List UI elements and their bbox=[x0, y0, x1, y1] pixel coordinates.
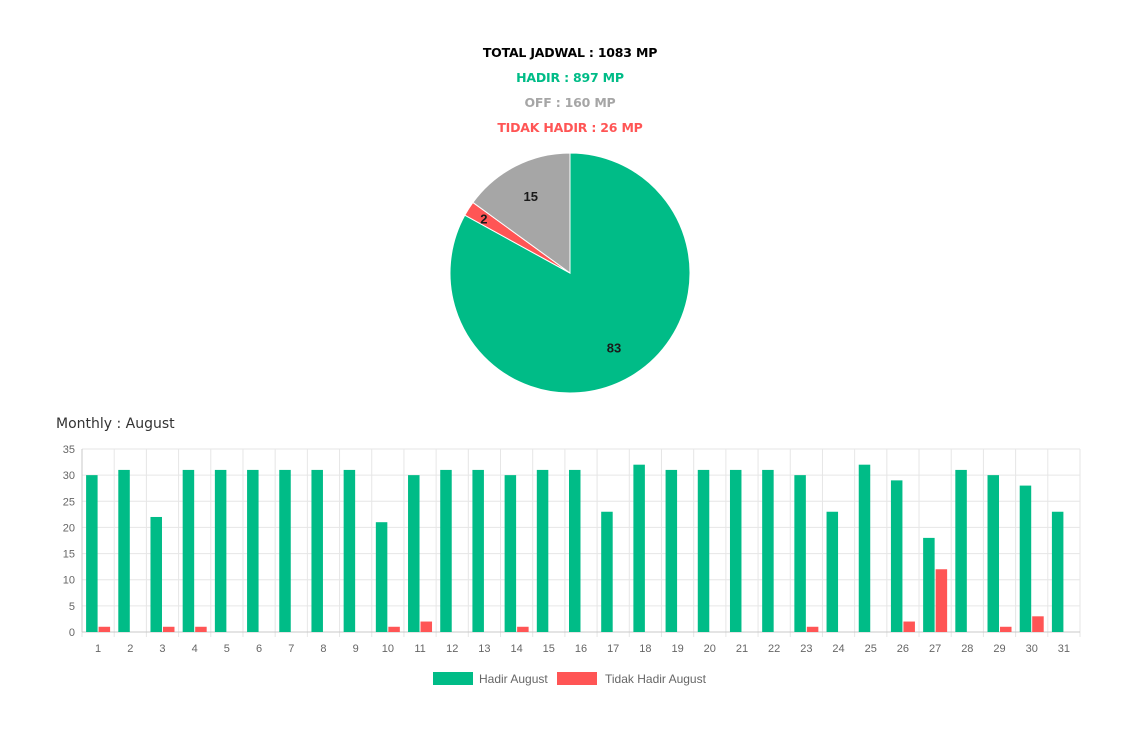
x-tick-label: 16 bbox=[575, 643, 587, 655]
x-tick-label: 18 bbox=[639, 643, 651, 655]
bar-hadir bbox=[890, 480, 903, 632]
x-tick-label: 20 bbox=[704, 643, 716, 655]
bar-tidak-hadir bbox=[162, 626, 175, 632]
bar-tidak-hadir bbox=[935, 569, 948, 632]
summary-tidak-hadir: TIDAK HADIR : 26 MP bbox=[497, 120, 643, 135]
bar-hadir bbox=[569, 469, 581, 632]
x-tick-label: 6 bbox=[256, 643, 262, 655]
x-tick-label: 21 bbox=[736, 643, 748, 655]
y-tick-label: 20 bbox=[63, 522, 75, 534]
bar-hadir bbox=[987, 475, 1000, 632]
y-tick-label: 0 bbox=[69, 627, 75, 639]
x-tick-label: 5 bbox=[224, 643, 230, 655]
bar-tidak-hadir bbox=[195, 626, 207, 632]
x-tick-label: 23 bbox=[800, 643, 812, 655]
bar-hadir bbox=[214, 469, 227, 632]
pie-slice-label-0: 83 bbox=[607, 340, 621, 355]
bar-tidak-hadir bbox=[903, 621, 915, 632]
bar-hadir bbox=[440, 469, 452, 632]
bar-hadir bbox=[118, 469, 130, 632]
x-tick-label: 7 bbox=[288, 643, 294, 655]
bar-tidak-hadir bbox=[1000, 626, 1012, 632]
y-tick-label: 35 bbox=[63, 444, 75, 456]
pie-slice-2 bbox=[472, 152, 571, 274]
bar-tidak-hadir bbox=[98, 626, 111, 632]
x-tick-label: 4 bbox=[192, 643, 198, 655]
x-tick-label: 22 bbox=[768, 643, 780, 655]
legend-swatch-tidak-hadir[interactable] bbox=[557, 672, 597, 685]
pie-slice-label-1: 2 bbox=[480, 211, 487, 226]
bar-hadir bbox=[343, 469, 356, 632]
bar-hadir bbox=[536, 469, 549, 632]
bar-hadir bbox=[697, 469, 710, 632]
bar-hadir bbox=[1051, 511, 1064, 632]
bar-hadir bbox=[247, 469, 259, 632]
bar-hadir bbox=[1019, 485, 1032, 632]
y-tick-label: 30 bbox=[63, 470, 75, 482]
summary-off: OFF : 160 MP bbox=[524, 95, 616, 110]
legend-label-hadir[interactable]: Hadir August bbox=[479, 672, 548, 686]
x-tick-label: 8 bbox=[320, 643, 326, 655]
bar-hadir bbox=[311, 469, 323, 632]
bar-hadir bbox=[633, 464, 645, 632]
x-tick-label: 19 bbox=[671, 643, 683, 655]
x-tick-label: 17 bbox=[607, 643, 619, 655]
x-tick-label: 31 bbox=[1058, 643, 1070, 655]
summary-hadir: HADIR : 897 MP bbox=[516, 70, 624, 85]
x-tick-label: 28 bbox=[961, 643, 973, 655]
y-tick-label: 25 bbox=[63, 496, 75, 508]
bar-hadir bbox=[729, 469, 742, 632]
x-tick-label: 15 bbox=[543, 643, 555, 655]
x-tick-label: 27 bbox=[929, 643, 941, 655]
x-tick-label: 2 bbox=[127, 643, 133, 655]
bar-hadir bbox=[955, 469, 967, 632]
bar-hadir bbox=[794, 475, 806, 632]
bar-hadir bbox=[408, 475, 420, 632]
bar-tidak-hadir bbox=[806, 626, 819, 632]
bar-hadir bbox=[504, 475, 517, 632]
x-tick-label: 30 bbox=[1026, 643, 1038, 655]
summary-total: TOTAL JADWAL : 1083 MP bbox=[482, 45, 658, 60]
x-tick-label: 1 bbox=[95, 643, 101, 655]
bar-tidak-hadir bbox=[1032, 616, 1044, 632]
x-tick-label: 25 bbox=[865, 643, 877, 655]
bar-hadir bbox=[279, 469, 291, 632]
bar-chart-title: Monthly : August bbox=[56, 416, 175, 432]
bar-hadir bbox=[375, 522, 388, 632]
x-tick-label: 9 bbox=[353, 643, 359, 655]
bar-hadir bbox=[665, 469, 678, 632]
legend-label-tidak-hadir[interactable]: Tidak Hadir August bbox=[605, 672, 707, 686]
bar-tidak-hadir bbox=[517, 626, 529, 632]
x-tick-label: 26 bbox=[897, 643, 909, 655]
bar-tidak-hadir bbox=[388, 626, 400, 632]
bar-hadir bbox=[182, 469, 195, 632]
y-tick-label: 15 bbox=[63, 549, 75, 561]
bar-hadir bbox=[858, 464, 871, 632]
x-tick-label: 24 bbox=[832, 643, 844, 655]
attendance-summary: TOTAL JADWAL : 1083 MP HADIR : 897 MP OF… bbox=[0, 40, 1140, 140]
bar-hadir bbox=[762, 469, 774, 632]
bar-hadir bbox=[150, 516, 162, 632]
x-tick-label: 3 bbox=[159, 643, 165, 655]
x-tick-label: 10 bbox=[382, 643, 394, 655]
bar-hadir bbox=[923, 537, 935, 632]
bar-hadir bbox=[472, 469, 484, 632]
attendance-pie-chart: 83 2 15 bbox=[449, 152, 691, 394]
bar-hadir bbox=[86, 475, 98, 632]
x-tick-label: 29 bbox=[993, 643, 1005, 655]
bar-hadir bbox=[826, 511, 839, 632]
bar-tidak-hadir bbox=[420, 621, 433, 632]
y-tick-label: 5 bbox=[69, 601, 75, 613]
x-tick-label: 11 bbox=[414, 643, 425, 655]
x-tick-label: 14 bbox=[510, 643, 522, 655]
x-tick-label: 13 bbox=[478, 643, 490, 655]
bar-hadir bbox=[601, 511, 613, 632]
x-tick-label: 12 bbox=[446, 643, 458, 655]
legend-swatch-hadir[interactable] bbox=[433, 672, 473, 685]
y-tick-label: 10 bbox=[63, 575, 75, 587]
pie-slice-label-2: 15 bbox=[524, 189, 538, 204]
